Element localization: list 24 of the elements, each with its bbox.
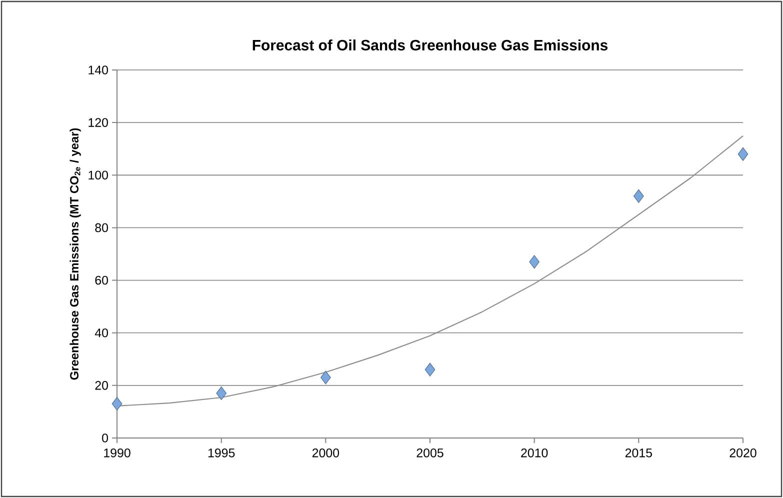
x-tick-label: 1990	[104, 448, 130, 458]
y-tick-label: 100	[88, 170, 108, 180]
x-tick-label: 2015	[625, 448, 652, 458]
y-tick-label: 20	[95, 381, 108, 390]
y-tick-label: 140	[88, 66, 108, 74]
x-tick-label: 2005	[416, 448, 444, 458]
point	[216, 386, 227, 400]
y-tick-label: 80	[95, 223, 108, 232]
y-tick-label: 40	[94, 328, 108, 338]
y-tick-label: 0	[102, 434, 108, 442]
point	[320, 370, 331, 384]
point	[112, 397, 122, 411]
point	[529, 255, 540, 269]
point	[634, 189, 644, 203]
x-tick-label: 2000	[312, 448, 340, 458]
x-tick-label: 2020	[730, 448, 756, 458]
y-axis-title: Greenhouse Gas Emissions (MT CO$_{2e}$ / year)	[70, 128, 81, 380]
y-tick-label: 120	[88, 118, 108, 127]
x-tick-label: 2010	[521, 448, 548, 458]
chart-title: Forecast of Oil Sands Greenhouse Gas Emissions	[252, 40, 608, 50]
y-tick-label: 60	[95, 276, 108, 285]
point	[424, 362, 436, 376]
point	[738, 147, 748, 161]
x-tick-label: 1995	[208, 448, 235, 458]
